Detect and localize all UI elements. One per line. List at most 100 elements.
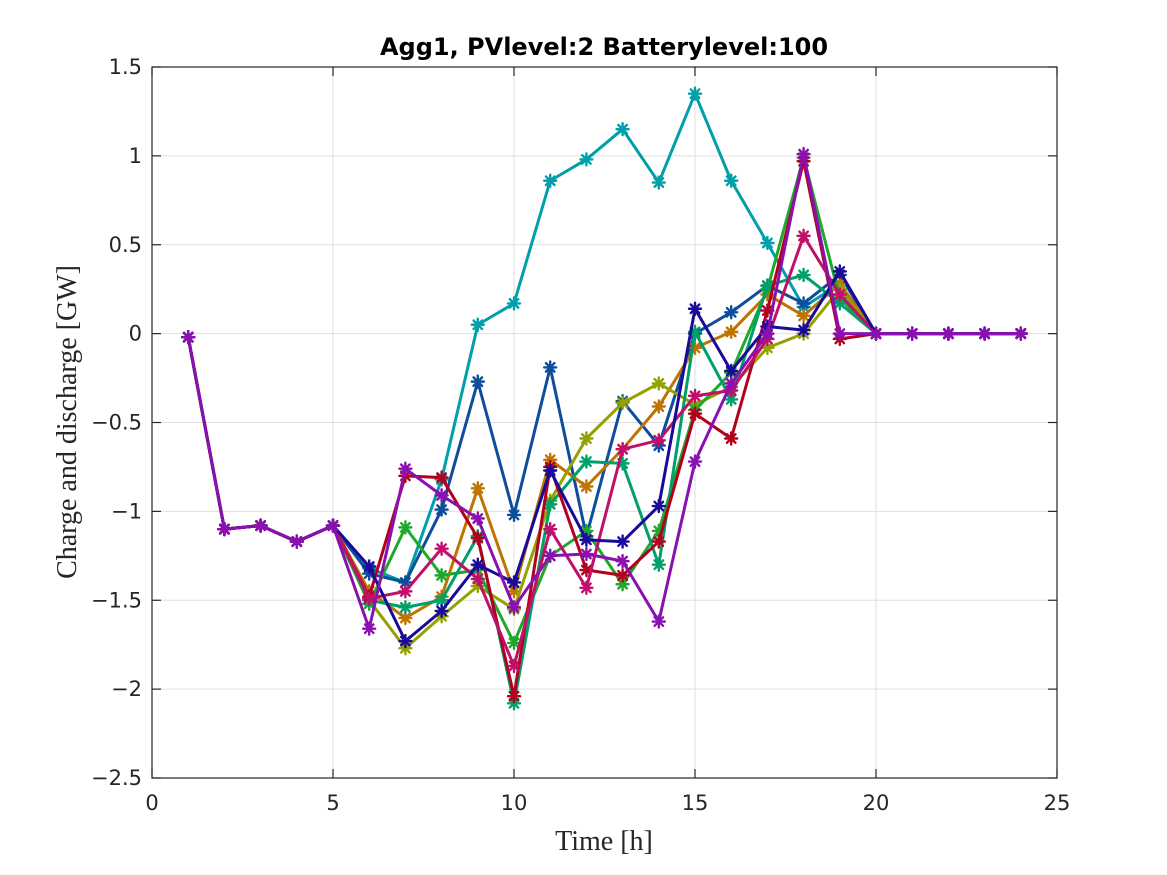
- data-point: [977, 326, 992, 341]
- data-point: [398, 584, 413, 599]
- y-tick-label: −2: [111, 677, 142, 701]
- data-point: [470, 571, 485, 587]
- data-point: [543, 521, 558, 537]
- y-tick-label: −1: [111, 499, 142, 523]
- y-axis-label: Charge and discharge [GW]: [52, 265, 83, 579]
- data-point: [506, 635, 522, 651]
- data-point: [651, 614, 666, 629]
- data-point: [434, 502, 449, 517]
- data-point: [398, 600, 413, 615]
- data-point: [217, 521, 232, 537]
- data-point: [615, 568, 630, 583]
- data-point: [760, 235, 775, 251]
- x-tick-label: 25: [1044, 791, 1071, 815]
- y-tick-label: −1.5: [91, 588, 142, 612]
- chart-title: Agg1, PVlevel:2 Batterylevel:100: [380, 33, 828, 61]
- ticks: 0 5 10 15 20 25 −2.5 −2 −1.5 −1 −0.5 0 0.5 1 1.5: [91, 55, 1070, 815]
- data-point: [506, 507, 522, 523]
- data-point: [289, 534, 304, 549]
- data-point: [687, 406, 703, 421]
- data-point: [579, 431, 594, 446]
- data-point: [796, 308, 811, 324]
- data-point: [1013, 326, 1029, 341]
- data-point: [724, 376, 739, 391]
- x-tick-label: 15: [682, 791, 709, 815]
- data-point: [724, 431, 739, 446]
- x-tick-label: 5: [326, 791, 339, 815]
- data-point: [651, 498, 666, 514]
- data-point: [434, 541, 449, 556]
- data-point: [724, 324, 739, 340]
- data-point: [434, 488, 449, 503]
- data-point: [724, 173, 739, 188]
- data-point: [651, 534, 666, 549]
- data-point: [687, 86, 703, 101]
- y-tick-label: 0: [129, 322, 142, 346]
- data-point: [579, 580, 594, 596]
- data-point: [180, 329, 196, 345]
- data-point: [506, 658, 522, 674]
- data-point: [724, 305, 739, 320]
- data-point: [398, 633, 413, 649]
- data-point: [398, 575, 413, 590]
- data-point: [543, 360, 558, 375]
- series-group: [180, 86, 1029, 711]
- data-point: [434, 603, 449, 619]
- data-point: [543, 173, 558, 188]
- data-point: [760, 326, 775, 341]
- data-point: [651, 376, 666, 391]
- data-point: [687, 454, 703, 469]
- series-10: [180, 146, 1029, 636]
- data-point: [651, 175, 666, 190]
- data-point: [760, 278, 775, 293]
- data-point: [579, 454, 594, 469]
- data-point: [615, 441, 630, 457]
- y-tick-label: 1.5: [109, 55, 142, 79]
- data-point: [796, 322, 811, 338]
- y-tick-label: −0.5: [91, 411, 142, 435]
- x-axis-label: Time [h]: [555, 826, 653, 857]
- data-point: [506, 296, 522, 311]
- y-tick-label: 1: [129, 144, 142, 168]
- data-point: [832, 264, 847, 279]
- data-point: [253, 518, 268, 533]
- data-point: [470, 374, 485, 389]
- data-point: [615, 122, 630, 137]
- data-point: [687, 301, 703, 316]
- data-point: [941, 326, 956, 341]
- data-point: [579, 152, 594, 167]
- data-point: [470, 511, 485, 526]
- data-point: [796, 296, 811, 311]
- data-point: [398, 520, 413, 535]
- data-point: [362, 621, 377, 636]
- data-point: [470, 317, 485, 332]
- data-point: [579, 479, 594, 494]
- data-point: [579, 546, 594, 562]
- data-point: [470, 530, 485, 546]
- data-point: [470, 481, 485, 496]
- data-point: [579, 532, 594, 548]
- data-point: [398, 461, 413, 476]
- data-point: [687, 388, 703, 404]
- data-point: [651, 433, 666, 448]
- data-point: [796, 228, 811, 244]
- data-point: [325, 518, 341, 533]
- x-tick-label: 10: [501, 791, 528, 815]
- data-point: [543, 497, 558, 512]
- data-point: [543, 548, 558, 564]
- data-point: [506, 689, 522, 704]
- data-point: [434, 470, 449, 485]
- data-point: [615, 395, 630, 411]
- data-point: [362, 591, 377, 606]
- y-tick-label: −2.5: [91, 766, 142, 790]
- data-point: [724, 363, 739, 379]
- data-point: [796, 146, 811, 162]
- data-point: [543, 463, 558, 478]
- data-point: [506, 600, 522, 615]
- data-point: [615, 534, 630, 549]
- data-point: [651, 557, 666, 572]
- data-point: [832, 326, 847, 341]
- data-point: [796, 267, 811, 283]
- data-point: [470, 557, 485, 572]
